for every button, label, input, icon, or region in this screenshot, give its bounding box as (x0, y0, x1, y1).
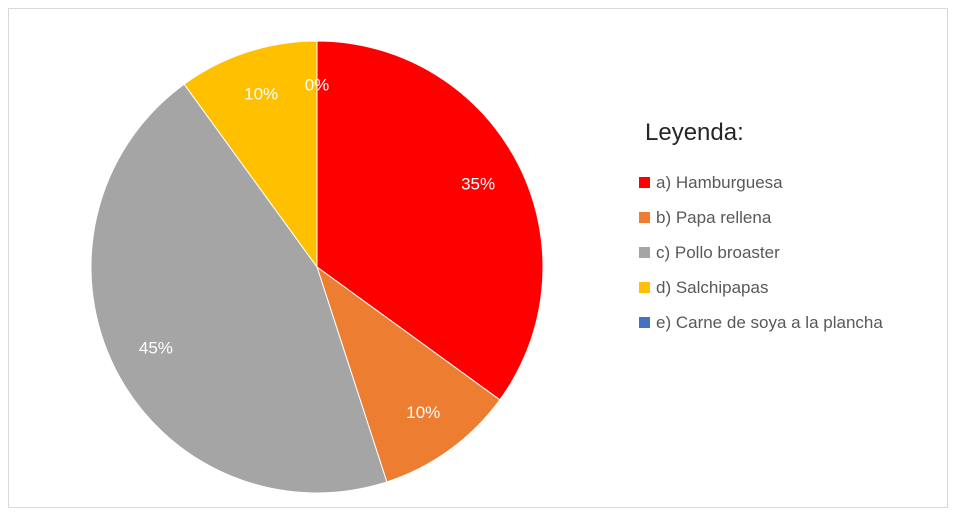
pie-slice (183, 40, 318, 269)
legend-item: d) Salchipapas (639, 270, 883, 305)
legend-title: Leyenda: (645, 119, 744, 146)
slice-data-label: 10% (406, 403, 440, 422)
legend-swatch (639, 317, 650, 328)
slice-data-label: 10% (244, 85, 278, 104)
legend-label: e) Carne de soya a la plancha (656, 312, 883, 332)
pie-slice (90, 83, 388, 494)
legend-swatch (639, 282, 650, 293)
pie-slice (316, 40, 544, 401)
legend-item: b) Papa rellena (639, 200, 883, 235)
legend-label: a) Hamburguesa (656, 172, 783, 192)
slice-data-label: 45% (139, 339, 173, 358)
legend-label: d) Salchipapas (656, 277, 769, 297)
pie-slice (316, 265, 501, 483)
legend-item: c) Pollo broaster (639, 235, 883, 270)
slice-data-label: 0% (305, 76, 330, 95)
legend-item: a) Hamburguesa (639, 165, 883, 200)
legend-item: e) Carne de soya a la plancha (639, 305, 883, 340)
legend-label: c) Pollo broaster (656, 242, 780, 262)
legend: Leyenda: a) Hamburguesa b) Papa rellena c)… (639, 119, 883, 340)
chart-frame: 35% 10% 45% 10% 0% Leyenda: a) Hamburguesa b)… (8, 8, 948, 508)
legend-swatch (639, 177, 650, 188)
legend-label: b) Papa rellena (656, 207, 772, 227)
legend-swatch (639, 212, 650, 223)
slice-data-label: 35% (461, 174, 495, 193)
legend-items: a) Hamburguesa b) Papa rellena c) Pollo br… (639, 165, 883, 340)
legend-swatch (639, 247, 650, 258)
pie-chart: 35% 10% 45% 10% 0% (90, 40, 544, 494)
